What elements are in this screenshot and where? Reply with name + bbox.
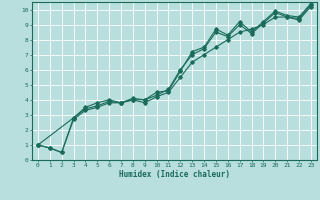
X-axis label: Humidex (Indice chaleur): Humidex (Indice chaleur) [119,170,230,179]
